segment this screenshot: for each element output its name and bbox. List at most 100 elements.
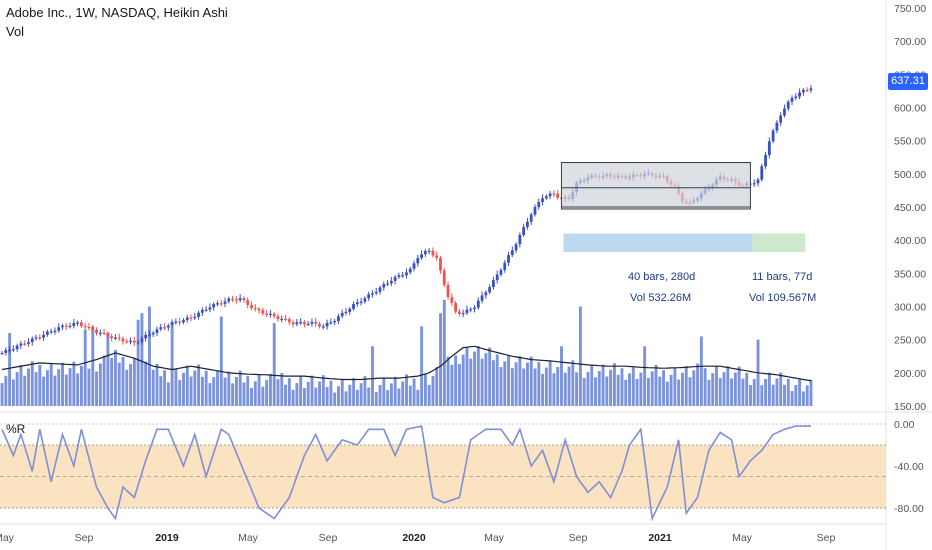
volume-bar (208, 383, 212, 406)
y-tick-label: 700.00 (894, 36, 926, 48)
volume-bar (567, 366, 571, 406)
candle-body (420, 254, 423, 259)
candle-body (359, 301, 363, 303)
candle-body (378, 287, 382, 292)
candle-body (49, 331, 53, 333)
volume-bar (650, 371, 654, 406)
candle-body (4, 349, 8, 353)
volume-bar (306, 381, 310, 406)
axes-layer: 150.00 200.00 250.00 300.00 350.00 400.00 450.… (0, 3, 926, 544)
candle-body (809, 88, 813, 91)
candle-body (242, 298, 246, 301)
candle-body (27, 342, 30, 344)
candle-body (764, 155, 767, 167)
candle-body (148, 334, 151, 336)
y-tick-label: 350.00 (894, 268, 926, 280)
candle-body (340, 312, 344, 317)
candle-body (276, 316, 280, 320)
volume-bar (699, 336, 703, 406)
candle-body (174, 321, 178, 323)
candle-body (193, 316, 197, 319)
measure-highlight-green (752, 233, 806, 253)
volume-bar (234, 377, 238, 406)
candle-body (166, 325, 170, 328)
volume-bar (643, 346, 647, 406)
candle-body (386, 283, 389, 285)
y-tick-label: 450.00 (894, 202, 926, 214)
candle-body (488, 287, 492, 293)
range-box-layer (560, 162, 751, 210)
volume-bar (718, 378, 722, 406)
volume-bar (159, 376, 163, 406)
volume-bar (541, 373, 545, 406)
candle-body (371, 293, 374, 295)
candle-body (767, 141, 771, 156)
volume-bar (510, 368, 514, 406)
wr-tick-label: -80.00 (894, 503, 924, 515)
candle-body (526, 221, 529, 228)
candle-body (136, 342, 140, 344)
volume-bar (775, 378, 779, 406)
candle-body (805, 89, 809, 92)
candle-body (382, 284, 386, 288)
volume-bar (737, 366, 741, 406)
y-tick-label: 750.00 (894, 3, 926, 15)
candle-body (446, 285, 450, 298)
volume-bar (711, 373, 715, 406)
y-tick-label: 500.00 (894, 169, 926, 181)
volume-bar (140, 313, 144, 406)
volume-bar (476, 346, 480, 406)
candle-body (427, 250, 431, 252)
volume-bar (49, 363, 53, 406)
volume-bar (703, 368, 707, 406)
volume-bar (132, 358, 136, 406)
candle-body (280, 318, 284, 321)
volume-bar (480, 358, 484, 406)
candle-body (355, 302, 359, 305)
volume-bar (416, 389, 420, 406)
volume-bar (136, 319, 140, 406)
candle-body (0, 352, 4, 355)
volume-bar (34, 372, 38, 406)
volume-bar (454, 355, 458, 406)
volume-moving-average-layer (1, 345, 812, 382)
volume-bar (166, 382, 170, 406)
williams-r-layer (0, 423, 886, 522)
volume-bar (253, 381, 257, 406)
volume-bar (114, 349, 117, 406)
volume-bar (295, 383, 299, 406)
volume-bars-layer (0, 299, 813, 406)
volume-bar (189, 376, 193, 406)
volume-bar (442, 299, 446, 406)
volume-bar (193, 370, 197, 406)
candle-body (522, 227, 526, 235)
candle-body (374, 291, 378, 294)
volume-bar (801, 391, 805, 406)
candle-body (752, 183, 756, 185)
volume-bar (280, 372, 284, 406)
volume-label: Vol (6, 24, 25, 39)
volume-bar (529, 356, 533, 406)
volume-bar (537, 362, 541, 406)
candle-body (15, 345, 19, 350)
candle-body (393, 276, 397, 281)
y-tick-label: 550.00 (894, 136, 926, 148)
volume-bar (287, 378, 291, 406)
volume-bar (386, 390, 390, 406)
volume-bar (64, 374, 68, 406)
candle-body (537, 201, 541, 208)
candle-body (484, 292, 488, 296)
volume-bar (575, 372, 579, 406)
volume-bar (605, 376, 609, 406)
volume-bar (367, 387, 371, 406)
volume-bar (733, 372, 737, 406)
volume-bar (321, 375, 325, 406)
volume-bar (238, 370, 242, 406)
candle-body (794, 96, 798, 98)
volume-bar (246, 376, 250, 406)
x-tick-label: 2020 (402, 532, 426, 544)
volume-bar (684, 365, 688, 406)
volume-bar (665, 381, 669, 406)
volume-bar (669, 374, 673, 406)
volume-bar (359, 383, 363, 406)
